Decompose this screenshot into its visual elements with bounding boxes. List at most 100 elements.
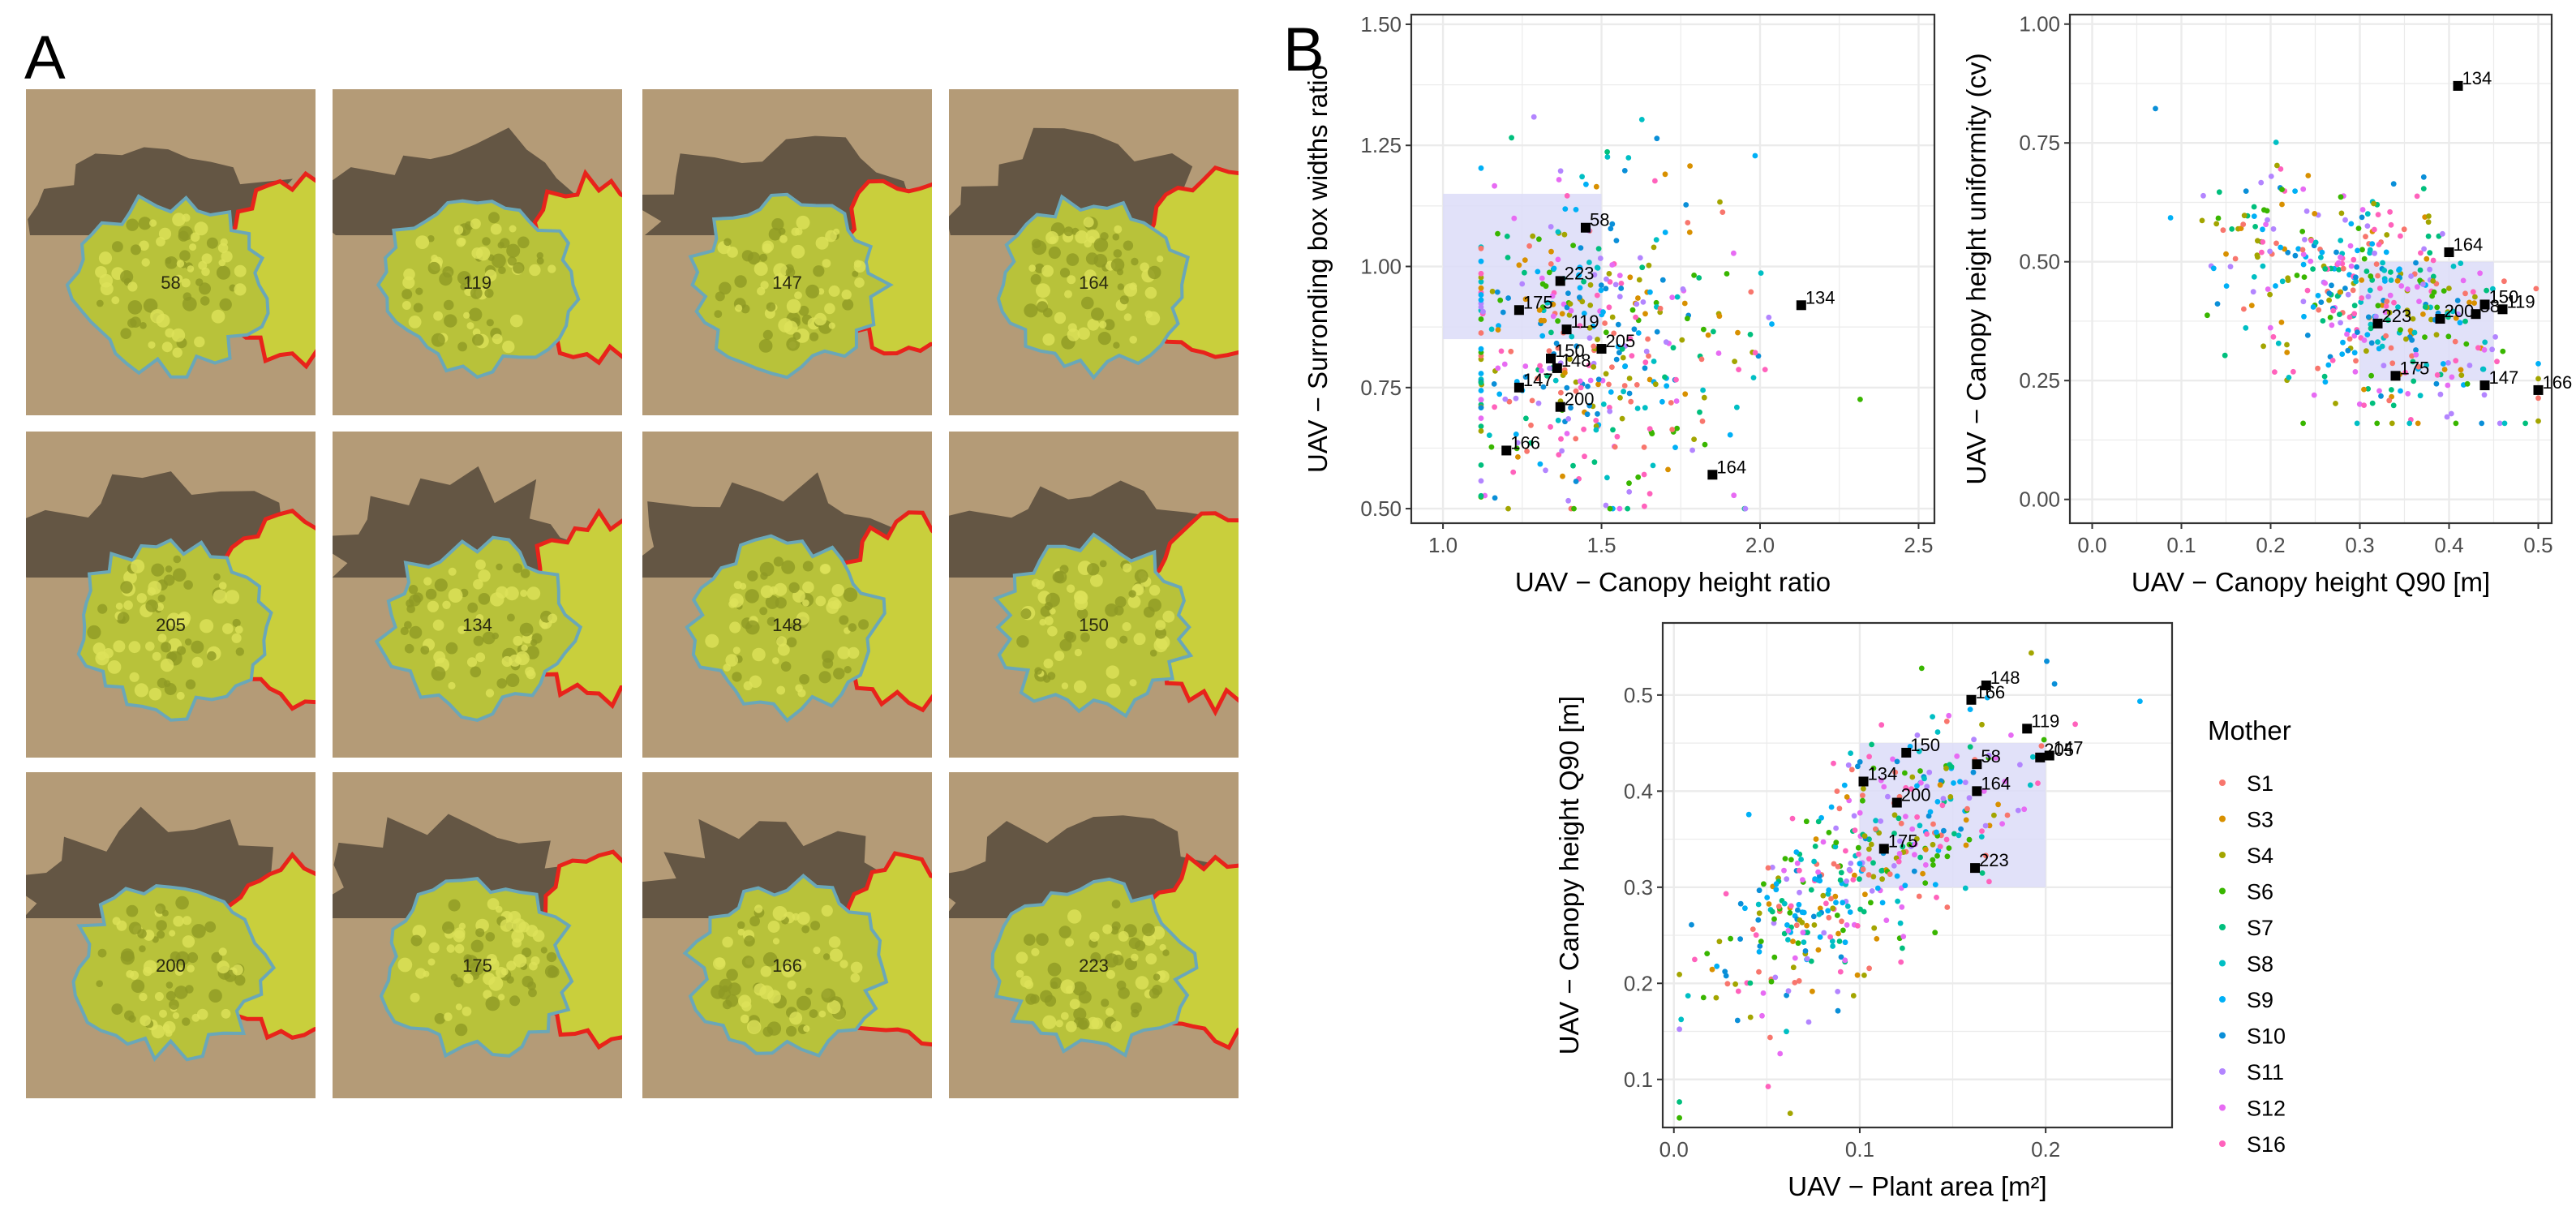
plot-border bbox=[1410, 13, 1936, 525]
data-point bbox=[1612, 281, 1619, 288]
data-point bbox=[1551, 265, 1557, 272]
data-point bbox=[2437, 391, 2444, 397]
data-point bbox=[1930, 714, 1936, 719]
data-point bbox=[2427, 250, 2433, 256]
data-point bbox=[1478, 278, 1484, 285]
data-point bbox=[2394, 277, 2401, 284]
data-point bbox=[1927, 809, 1934, 815]
data-point bbox=[1584, 411, 1591, 418]
data-point bbox=[2395, 304, 2401, 310]
data-point bbox=[1689, 447, 1696, 453]
data-point bbox=[1982, 822, 1989, 829]
data-point bbox=[1478, 346, 1484, 352]
data-point bbox=[2222, 352, 2228, 359]
data-point bbox=[2414, 284, 2420, 290]
panel-b-letter: B bbox=[1283, 15, 1324, 84]
data-point bbox=[1785, 927, 1792, 934]
data-point bbox=[1478, 330, 1484, 336]
data-point bbox=[1891, 831, 1897, 836]
data-point bbox=[1835, 864, 1841, 870]
highlighted-point-label: 134 bbox=[1868, 763, 1898, 784]
data-point bbox=[1593, 427, 1599, 433]
data-point bbox=[1837, 968, 1844, 975]
data-point bbox=[2372, 250, 2378, 256]
highlighted-point-58 bbox=[1581, 222, 1591, 233]
data-point bbox=[2356, 401, 2363, 407]
data-point bbox=[1489, 288, 1496, 294]
data-point bbox=[2404, 307, 2411, 313]
legend-label: S16 bbox=[2247, 1132, 2286, 1157]
data-point bbox=[1752, 152, 1758, 159]
highlighted-point-164 bbox=[1972, 786, 1982, 797]
data-point bbox=[2354, 264, 2360, 270]
data-point bbox=[1629, 307, 1636, 313]
legend-swatch bbox=[2219, 1068, 2226, 1075]
data-point bbox=[2454, 298, 2461, 303]
data-point bbox=[2038, 743, 2045, 749]
data-point bbox=[1636, 277, 1642, 283]
data-point bbox=[2481, 346, 2488, 353]
data-point bbox=[1836, 938, 1843, 944]
highlighted-point-164 bbox=[1707, 470, 1718, 480]
data-point bbox=[1593, 183, 1599, 190]
data-point bbox=[1894, 758, 1900, 765]
legend-swatch bbox=[2219, 960, 2226, 967]
x-axis-title: UAV − Canopy height ratio bbox=[1515, 567, 1831, 597]
data-point bbox=[1478, 415, 1484, 421]
data-point bbox=[1906, 841, 1913, 848]
data-point bbox=[1861, 973, 1867, 978]
data-point bbox=[1603, 371, 1609, 377]
data-point bbox=[1909, 826, 1916, 832]
data-point bbox=[1559, 311, 1565, 317]
data-point bbox=[2352, 369, 2359, 375]
data-point bbox=[1854, 923, 1861, 929]
data-point bbox=[2334, 293, 2341, 299]
highlighted-point-166 bbox=[1501, 445, 1512, 456]
data-point bbox=[2199, 217, 2205, 224]
photo-tile: 205 bbox=[26, 432, 316, 758]
data-point bbox=[1595, 337, 1600, 342]
data-point bbox=[1669, 427, 1676, 432]
data-point bbox=[1685, 316, 1690, 322]
data-point bbox=[1627, 336, 1634, 341]
data-point bbox=[2311, 392, 2317, 398]
highlighted-point-label: 223 bbox=[2382, 306, 2412, 326]
data-point bbox=[2402, 369, 2409, 376]
data-point bbox=[1979, 721, 1985, 728]
data-point bbox=[2223, 251, 2229, 257]
data-point bbox=[1947, 794, 1954, 800]
highlighted-point-label: 164 bbox=[1716, 457, 1746, 477]
data-point bbox=[1866, 856, 1872, 862]
data-point bbox=[1795, 907, 1801, 913]
data-point bbox=[1831, 861, 1837, 867]
highlighted-point-205 bbox=[1596, 344, 1607, 354]
data-point bbox=[2294, 273, 2300, 278]
data-point bbox=[1662, 230, 1668, 235]
data-point bbox=[1986, 878, 1992, 885]
data-point bbox=[1825, 908, 1831, 914]
data-point bbox=[2302, 237, 2308, 243]
data-point bbox=[1832, 893, 1839, 900]
data-point bbox=[1951, 831, 1957, 837]
data-point bbox=[1954, 753, 1960, 759]
data-point bbox=[2482, 339, 2488, 346]
data-point bbox=[1677, 1114, 1683, 1121]
data-point bbox=[1603, 286, 1609, 292]
data-point bbox=[2300, 298, 2307, 305]
data-point bbox=[1787, 909, 1793, 916]
data-point bbox=[1766, 901, 1772, 907]
data-point bbox=[1558, 436, 1564, 442]
data-point bbox=[1478, 462, 1484, 468]
data-point bbox=[1681, 300, 1688, 307]
data-point bbox=[1577, 323, 1583, 329]
data-point bbox=[1917, 768, 1923, 774]
data-point bbox=[1548, 329, 1554, 336]
data-point bbox=[1625, 155, 1632, 161]
data-point bbox=[1932, 930, 1938, 936]
data-point bbox=[1646, 262, 1652, 268]
data-point bbox=[1724, 981, 1731, 987]
data-point bbox=[2458, 372, 2465, 378]
data-point bbox=[1642, 365, 1648, 371]
x-tick-label: 0.5 bbox=[2523, 533, 2552, 557]
highlighted-point-label: 147 bbox=[1523, 370, 1553, 390]
